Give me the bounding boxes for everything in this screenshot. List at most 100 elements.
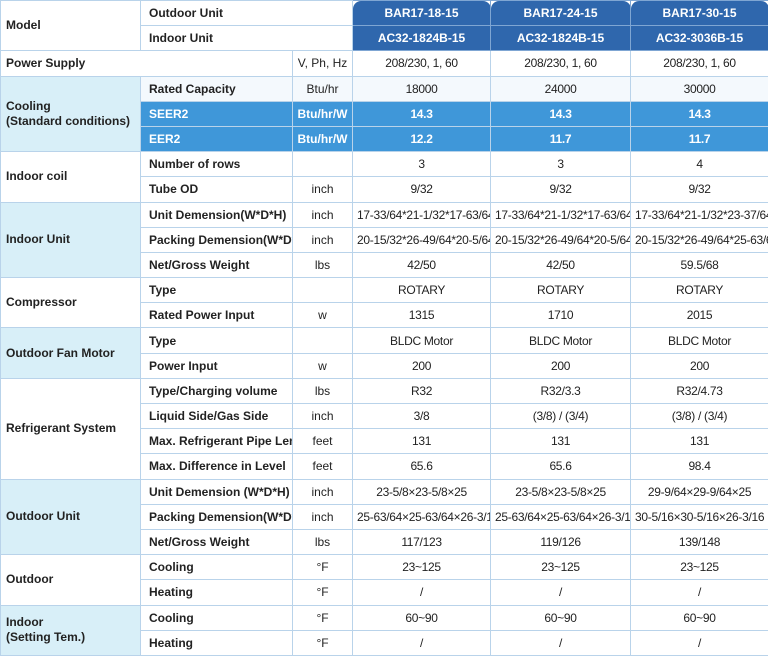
value-cell: ROTARY [491, 278, 631, 303]
group-label-line: Compressor [6, 295, 136, 310]
value-cell: R32/4.73 [631, 378, 768, 403]
unit-cell: lbs [293, 378, 353, 403]
value-cell: 65.6 [491, 454, 631, 479]
value-cell: 42/50 [353, 252, 491, 277]
value-cell: 30000 [631, 76, 768, 101]
value-cell: 9/32 [353, 177, 491, 202]
outdoor-model-2: BAR17-30-15 [631, 1, 768, 26]
param-label: Unit Demension (W*D*H) [141, 479, 293, 504]
unit-cell: °F [293, 580, 353, 605]
unit-cell: inch [293, 227, 353, 252]
value-cell: BLDC Motor [631, 328, 768, 353]
group-label: Indoor Unit [1, 202, 141, 278]
value-cell: 3 [491, 152, 631, 177]
value-cell: 23~125 [631, 555, 768, 580]
group-label: Outdoor Fan Motor [1, 328, 141, 378]
value-cell: 3 [353, 152, 491, 177]
table-row: Cooling(Standard conditions)Rated Capaci… [1, 76, 768, 101]
value-cell: 59.5/68 [631, 252, 768, 277]
value-cell: 14.3 [353, 101, 491, 126]
value-cell: 17-33/64*21-1/32*17-63/64 [353, 202, 491, 227]
value-cell: 11.7 [631, 126, 768, 151]
value-cell: 17-33/64*21-1/32*17-63/64 [491, 202, 631, 227]
value-cell: 65.6 [353, 454, 491, 479]
value-cell: 131 [353, 429, 491, 454]
unit-cell [293, 328, 353, 353]
value-cell: 200 [353, 353, 491, 378]
param-label: Liquid Side/Gas Side [141, 404, 293, 429]
param-label: Type/Charging volume [141, 378, 293, 403]
unit-cell: Btu/hr/W [293, 126, 353, 151]
value-cell: 20-15/32*26-49/64*20-5/64 [353, 227, 491, 252]
value-cell: R32 [353, 378, 491, 403]
unit-cell: °F [293, 555, 353, 580]
unit-cell: lbs [293, 529, 353, 554]
group-label-line: Outdoor [6, 572, 136, 587]
param-label: Rated Power Input [141, 303, 293, 328]
value-cell: 98.4 [631, 454, 768, 479]
unit-cell: inch [293, 404, 353, 429]
group-label: Outdoor [1, 555, 141, 605]
power-supply-label: Power Supply [1, 51, 293, 76]
value-cell: 18000 [353, 76, 491, 101]
unit-cell: Btu/hr/W [293, 101, 353, 126]
unit-cell: lbs [293, 252, 353, 277]
group-label: Cooling(Standard conditions) [1, 76, 141, 152]
param-label: Tube OD [141, 177, 293, 202]
param-label: Packing Demension(W*D*H) [141, 227, 293, 252]
value-cell: 60~90 [353, 605, 491, 630]
param-label: Net/Gross Weight [141, 252, 293, 277]
value-cell: R32/3.3 [491, 378, 631, 403]
param-label: Cooling [141, 555, 293, 580]
value-cell: 30-5/16×30-5/16×26-3/16 [631, 504, 768, 529]
value-cell: 139/148 [631, 529, 768, 554]
param-label: Type [141, 328, 293, 353]
value-cell: 23~125 [353, 555, 491, 580]
indoor-model-0: AC32-1824B-15 [353, 26, 491, 51]
group-label-line: Cooling [6, 99, 136, 114]
value-cell: 208/230, 1, 60 [353, 51, 491, 76]
value-cell: (3/8) / (3/4) [491, 404, 631, 429]
unit-cell: V, Ph, Hz [293, 51, 353, 76]
value-cell: 117/123 [353, 529, 491, 554]
group-label: Indoor(Setting Tem.) [1, 605, 141, 655]
value-cell: 60~90 [491, 605, 631, 630]
value-cell: 25-63/64×25-63/64×26-3/16 [491, 504, 631, 529]
value-cell: 3/8 [353, 404, 491, 429]
param-label: EER2 [141, 126, 293, 151]
value-cell: 131 [631, 429, 768, 454]
value-cell: / [353, 580, 491, 605]
group-label: Compressor [1, 278, 141, 328]
value-cell: 20-15/32*26-49/64*25-63/64 [631, 227, 768, 252]
unit-cell: w [293, 303, 353, 328]
group-label-line: Indoor coil [6, 169, 136, 184]
unit-cell: w [293, 353, 353, 378]
value-cell: ROTARY [631, 278, 768, 303]
value-cell: 23-5/8×23-5/8×25 [353, 479, 491, 504]
value-cell: 60~90 [631, 605, 768, 630]
indoor-model-2: AC32-3036B-15 [631, 26, 768, 51]
group-label-line: Indoor [6, 615, 136, 630]
indoor-unit-label: Indoor Unit [141, 26, 353, 51]
value-cell: / [491, 630, 631, 655]
value-cell: 12.2 [353, 126, 491, 151]
group-label-line: (Standard conditions) [6, 114, 136, 129]
unit-cell: °F [293, 605, 353, 630]
value-cell: 4 [631, 152, 768, 177]
unit-cell: inch [293, 177, 353, 202]
group-label: Indoor coil [1, 152, 141, 202]
value-cell: 119/126 [491, 529, 631, 554]
param-label: Rated Capacity [141, 76, 293, 101]
param-label: Net/Gross Weight [141, 529, 293, 554]
param-label: Heating [141, 630, 293, 655]
value-cell: BLDC Motor [491, 328, 631, 353]
unit-cell: feet [293, 429, 353, 454]
param-label: Heating [141, 580, 293, 605]
